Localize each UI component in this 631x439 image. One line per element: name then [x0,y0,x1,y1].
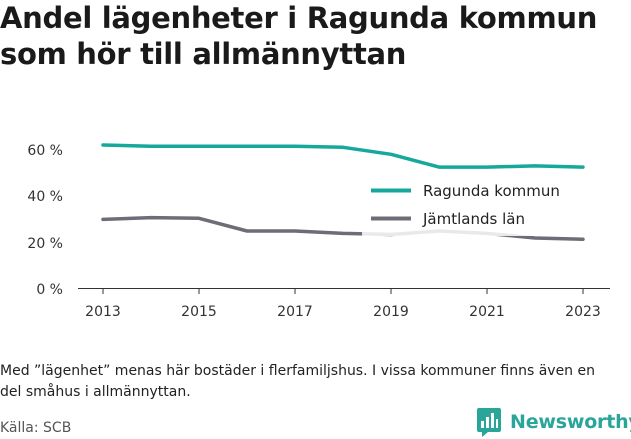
x-tick-label-2023: 2023 [565,304,601,320]
x-axis: 2013 2015 2017 2019 2021 2023 [85,288,601,320]
chart-title-line-2: som hör till allmännyttan [0,37,407,71]
y-tick-label-2: 40 % [27,189,63,205]
x-tick-label-2013: 2013 [85,304,121,320]
legend-label-ragunda-kommun: Ragunda kommun [423,182,560,200]
y-axis: 0 % 20 % 40 % 60 % [27,143,63,298]
x-tick-label-2017: 2017 [277,304,313,320]
x-tick-label-2015: 2015 [181,304,217,320]
legend-background [362,176,602,236]
x-tick-label-2021: 2021 [469,304,505,320]
legend: Ragunda kommun Jämtlands län [371,182,560,228]
chart-title: Andel lägenheter i Ragunda kommun som hö… [0,0,631,72]
bar-chart-logo-icon [477,408,501,437]
y-tick-label-0: 0 % [36,282,63,298]
brand-name: Newsworthy [510,411,631,433]
line-chart: 0 % 20 % 40 % 60 % 2013 2015 2017 2019 2… [27,143,610,320]
footnote: Med ”lägenhet” menas här bostäder i fler… [0,363,595,400]
source-label: Källa: SCB [0,420,72,436]
legend-label-jamtlands-lan: Jämtlands län [422,210,525,228]
series-line-ragunda-kommun [101,143,585,169]
chart-title-line-1: Andel lägenheter i Ragunda kommun [0,1,598,35]
newsworthy-logo[interactable]: Newsworthy [476,406,631,438]
y-tick-label-3: 60 % [27,143,63,159]
x-tick-label-2019: 2019 [373,304,409,320]
y-tick-label-1: 20 % [27,236,63,252]
